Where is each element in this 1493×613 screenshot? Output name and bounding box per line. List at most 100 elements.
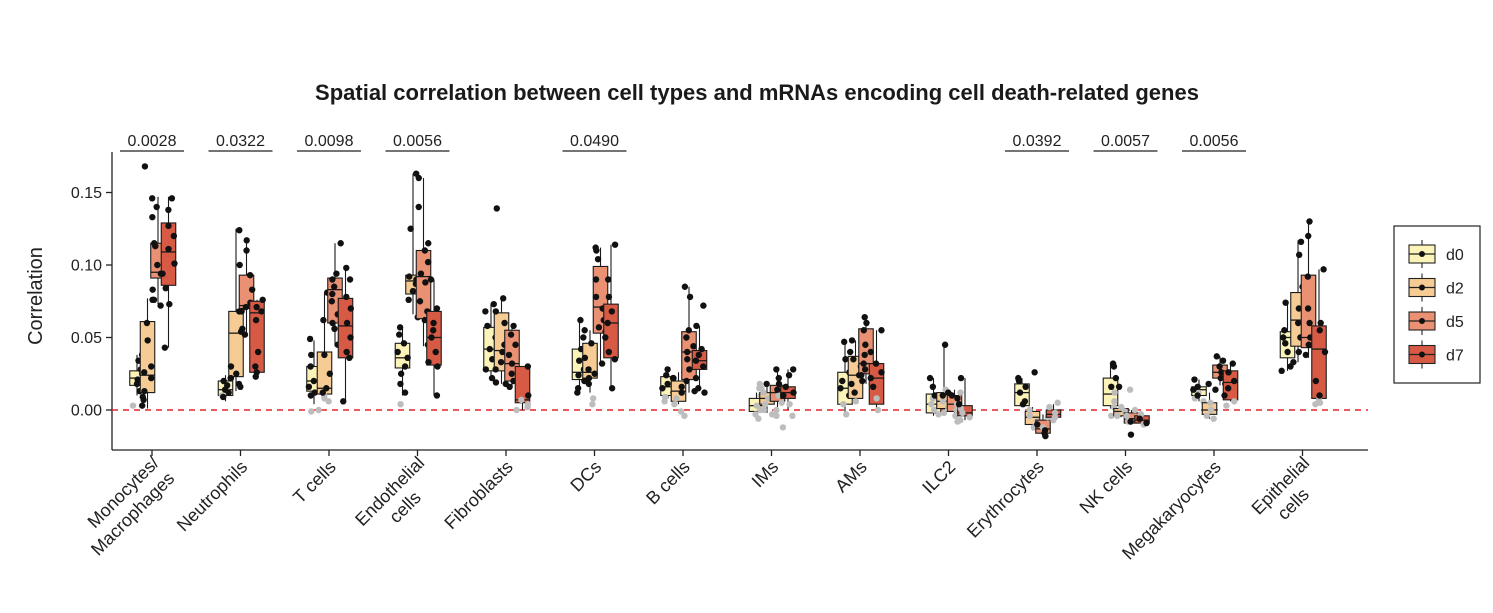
data-point [1282,340,1289,347]
data-point [154,261,161,269]
data-point [246,271,254,279]
data-point-ns [935,411,942,418]
data-point-ns [1312,401,1319,408]
box-d7 [159,195,178,351]
data-point [698,345,705,353]
category-group: DCs 0.0490 [562,133,627,496]
data-point [258,308,265,315]
data-point [396,324,404,331]
data-point [605,348,613,356]
data-point [143,319,151,327]
x-tick-label: Erythrocytes [963,457,1048,542]
data-point-ns [589,401,596,408]
data-point [346,276,354,283]
data-point [848,337,856,344]
data-point [252,373,259,380]
data-point [343,348,350,356]
data-point [510,322,517,330]
x-tick-label: Fibroblasts [440,457,516,533]
y-tick-label: 0.10 [71,258,102,275]
data-point [692,357,700,364]
box-d7 [513,363,532,414]
box-d0 [394,324,411,408]
category-group: T cells 0.0098 [289,133,361,507]
data-point-ns [773,406,780,414]
data-point [580,334,587,341]
data-point [330,283,338,290]
data-point [577,316,584,324]
data-point [237,383,244,390]
data-point [581,327,588,334]
data-point [598,360,606,367]
data-point-ns [952,412,959,419]
category-group: Erythrocytes 0.0392 [963,133,1069,542]
data-point [1321,348,1329,356]
data-point [860,360,867,367]
data-point [867,348,874,356]
legend-key-point [1419,251,1425,257]
data-point [242,303,250,311]
category-group: B cells [642,283,708,509]
data-point [493,205,500,212]
data-point [343,319,351,327]
x-tick-label-line: AMs [831,457,871,497]
data-point [248,286,256,293]
data-point [508,370,515,377]
data-point [1305,341,1312,348]
data-point [684,348,691,356]
x-tick-label-line: T cells [289,457,340,508]
data-point [307,392,315,399]
data-point [1108,383,1115,390]
data-point [585,374,593,382]
data-point [878,327,885,334]
data-point [416,298,424,305]
data-point [238,308,245,315]
data-point [1304,273,1312,280]
box-d7 [1045,399,1062,424]
data-point-ns [677,408,685,415]
data-point-ns [873,395,880,402]
data-point [602,334,609,341]
data-point [592,293,600,301]
x-tick-label-line: Fibroblasts [440,457,516,533]
x-tick-label: B cells [642,457,694,509]
data-point [1278,367,1285,375]
data-point-ns [1210,415,1217,422]
legend: d0 d2 d5 d7 [1393,225,1481,384]
data-point-ns [325,398,332,405]
data-point [1306,319,1313,327]
data-point [323,385,330,392]
legend-key-point [1419,284,1425,291]
legend-item-d7: d7 [1408,340,1464,369]
box-d2 [581,327,598,408]
data-point [427,276,435,283]
data-point [417,270,425,277]
data-point [425,358,432,366]
data-point [252,363,259,370]
data-point [848,380,855,388]
data-point [663,372,670,379]
data-point [867,374,874,382]
data-point [401,389,409,396]
data-point-ns [1026,406,1033,414]
data-point [686,366,693,373]
data-point-ns [852,398,860,405]
category-group: Neutrophils 0.0322 [173,133,273,535]
data-point-ns [518,396,525,404]
data-point [837,385,844,392]
data-point [678,383,685,390]
data-point [588,340,595,347]
data-point-ns [928,401,935,408]
box-d7 [955,374,973,424]
data-point [594,256,602,263]
data-point [1312,377,1320,385]
data-point [861,314,868,321]
data-point-ns [778,399,785,406]
data-point-ns [940,409,948,417]
data-point [340,398,347,405]
pvalue-label: 0.0322 [216,133,265,150]
data-point [149,286,156,293]
data-point-ns [1113,412,1121,419]
pvalue-label: 0.0392 [1013,133,1062,150]
data-point [581,354,589,361]
